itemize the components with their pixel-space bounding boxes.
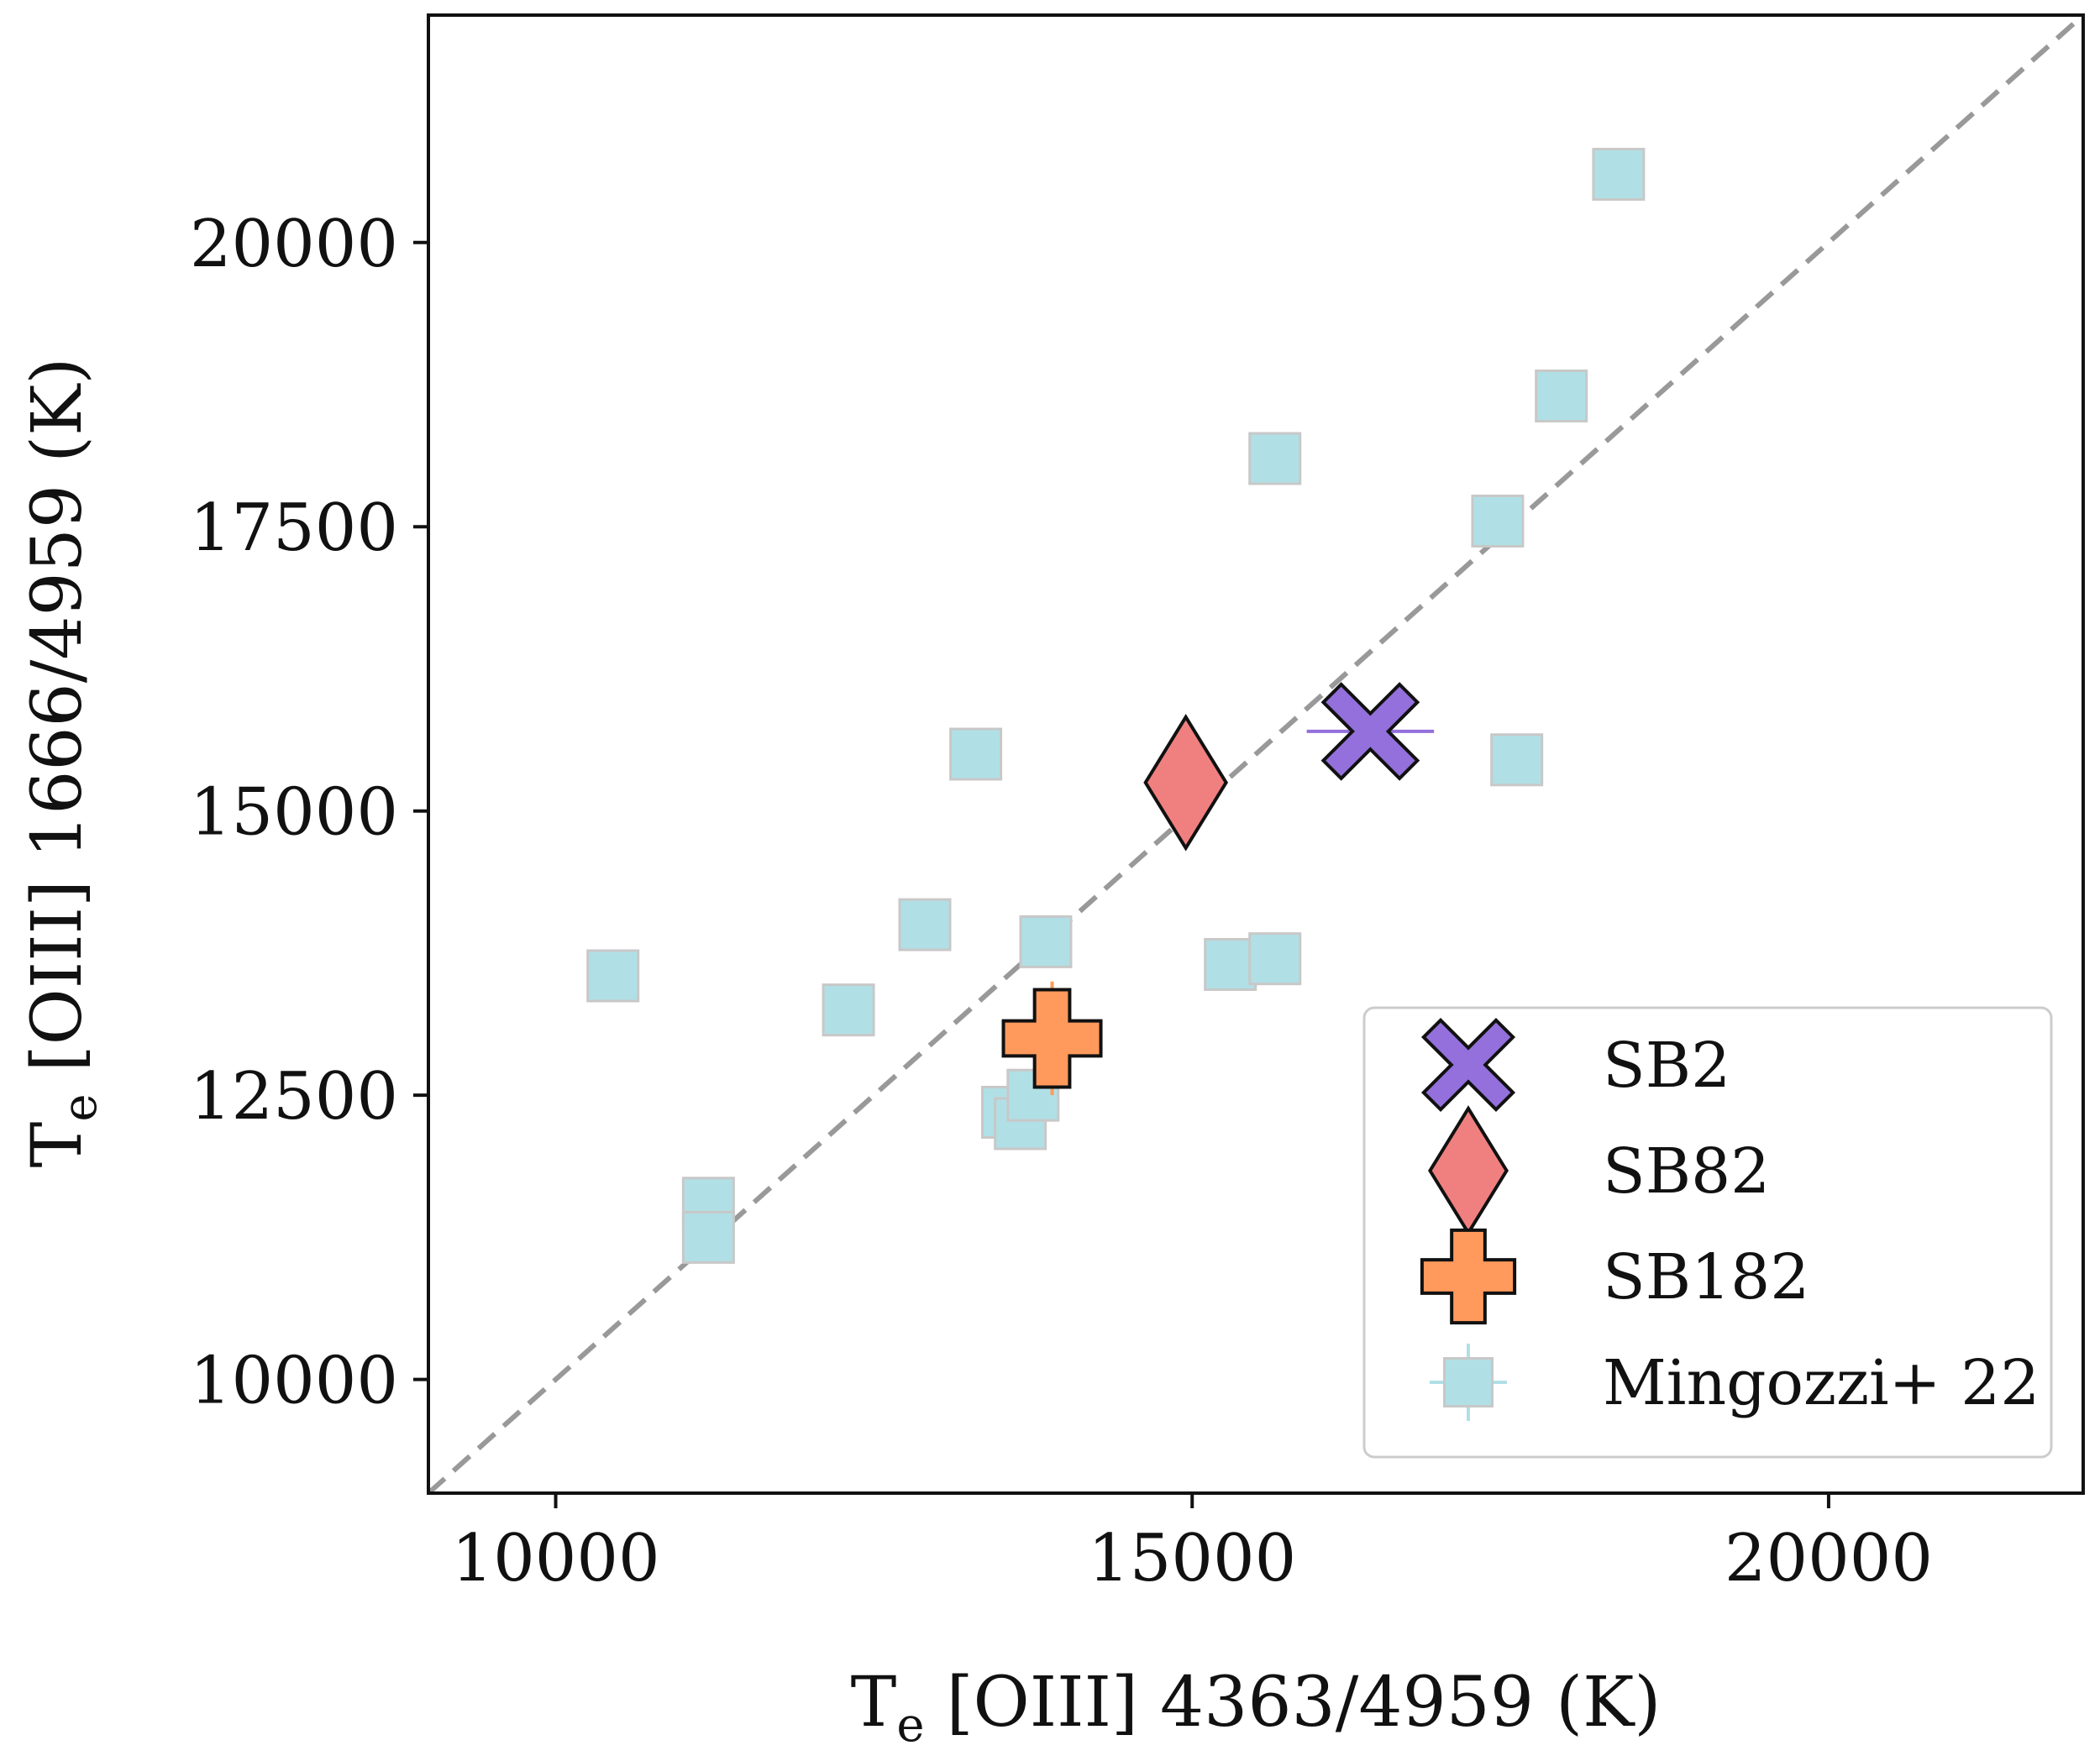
mingozzi-22-point	[1535, 370, 1588, 423]
mingozzi-22-point	[949, 727, 1003, 781]
x-axis-label: Te [OIII] 4363/4959 (K)	[851, 1663, 1662, 1753]
legend-mingozzi-22-marker	[1443, 1357, 1494, 1407]
y-axis-label-main: T	[18, 1122, 97, 1168]
legend: SB2 SB82 SB182 Mingozzi+ 22	[1362, 1006, 2053, 1459]
sb182-point	[1001, 988, 1103, 1089]
sb82-point	[1143, 714, 1228, 852]
mingozzi-22-point	[1248, 432, 1302, 485]
mingozzi-22-point	[1490, 733, 1544, 787]
mingozzi-22-point	[1592, 148, 1646, 202]
mingozzi-22-point	[1248, 932, 1302, 986]
data-marks	[586, 148, 1646, 1264]
y-tick-label: 12500	[190, 1059, 398, 1135]
y-axis-label: Te [OIII] 1666/4959 (K)	[18, 358, 108, 1168]
x-axis-label-subscript: e	[896, 1698, 924, 1753]
mingozzi-22-point	[586, 949, 640, 1003]
plot-frame	[427, 13, 2085, 1495]
y-tick-label: 10000	[190, 1344, 398, 1419]
y-axis: 10000 12500 15000 17500 20000	[190, 207, 428, 1419]
y-tick-label: 17500	[190, 490, 398, 566]
mingozzi-22-point	[1019, 915, 1073, 968]
legend-sb182-marker	[1420, 1228, 1517, 1325]
legend-sb82-label: SB82	[1603, 1135, 1770, 1208]
mingozzi-22-point	[681, 1210, 735, 1264]
legend-sb182-label: SB182	[1603, 1241, 1809, 1313]
legend-box	[1362, 1006, 2053, 1459]
legend-sb2-label: SB2	[1603, 1030, 1730, 1102]
y-axis-label-rest: [OIII] 1666/4959 (K)	[18, 358, 97, 1094]
y-tick-label: 15000	[190, 775, 398, 851]
y-axis-label-subscript: e	[53, 1093, 108, 1121]
mingozzi-22-point	[1204, 937, 1257, 991]
x-axis-label-main: T	[851, 1663, 897, 1743]
mingozzi-22-point	[898, 898, 952, 951]
x-axis: 10000 15000 20000	[451, 1493, 1933, 1596]
legend-mingozzi-22-label: Mingozzi+ 22	[1603, 1347, 2040, 1419]
x-axis-label-rest: [OIII] 4363/4959 (K)	[925, 1663, 1662, 1743]
sb2-point	[1320, 682, 1420, 781]
mingozzi-22-point	[1471, 494, 1525, 548]
x-tick-label: 20000	[1725, 1521, 1933, 1596]
y-tick-label: 20000	[190, 207, 398, 282]
mingozzi-22-point	[822, 983, 875, 1037]
legend-sb2-marker	[1420, 1017, 1516, 1113]
x-tick-label: 15000	[1088, 1521, 1296, 1596]
x-tick-label: 10000	[451, 1521, 659, 1596]
